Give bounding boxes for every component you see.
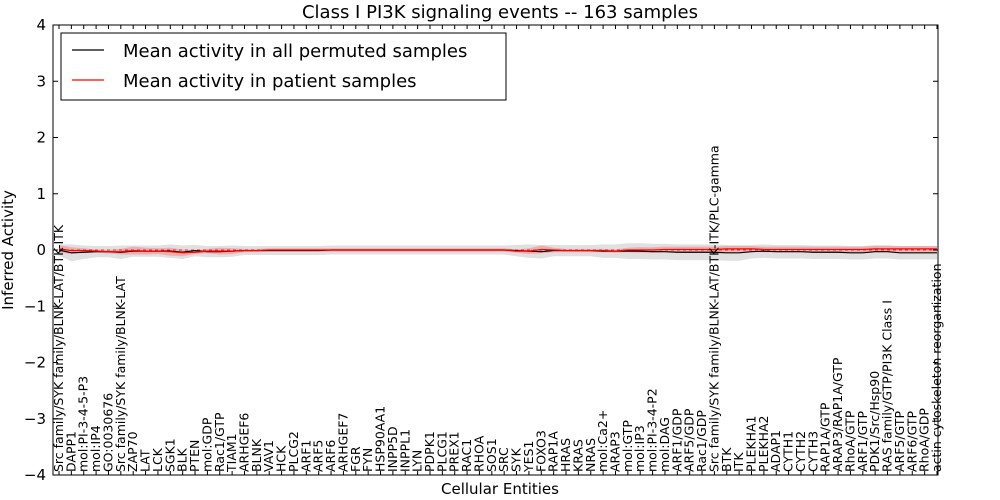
y-tick-label: 2	[36, 129, 46, 147]
category-label: PLCG1	[434, 431, 449, 472]
category-label: CYTH3	[805, 431, 820, 472]
y-tick-label: 4	[36, 16, 46, 34]
category-label: mol:Ca2+	[595, 410, 610, 472]
series-lines	[58, 248, 937, 254]
category-label: VAV1	[261, 440, 276, 472]
category-label: FOXO3	[533, 430, 548, 472]
category-label: RHOA	[471, 435, 486, 472]
category-label: SGK1	[162, 438, 177, 472]
category-label: YES1	[521, 441, 536, 473]
x-axis-label: Cellular Entities	[441, 480, 559, 498]
category-label: Src family/SYK family/BLNK-LAT/BTK-ITK	[51, 224, 66, 472]
category-label: mol:PI-3-4-P2	[645, 388, 660, 472]
y-tick-label: −1	[24, 297, 46, 315]
category-label: Rac1/GTP	[212, 412, 227, 472]
category-label: INPPL1	[397, 429, 412, 472]
category-label: RAP1A/GTP	[818, 402, 833, 472]
legend-label-patient: Mean activity in patient samples	[123, 71, 417, 92]
category-label: PLEKHA1	[744, 415, 759, 472]
category-label: GO:0030676	[100, 393, 115, 472]
category-label: ARF1/GTP	[855, 411, 870, 472]
category-label: FGR	[348, 446, 363, 472]
category-label: CYTH1	[781, 431, 796, 472]
category-label: ARAP3/RAP1A/GTP	[830, 357, 845, 472]
category-label: RAP1A	[546, 431, 561, 472]
category-label: LCK	[150, 447, 165, 472]
y-axis: −4 −3 −2 −1 0 1 2 3 4	[24, 16, 938, 484]
category-label: mol:IP4	[88, 425, 103, 472]
category-label: ARAP3	[607, 431, 622, 472]
category-label: PTEN	[187, 440, 202, 472]
category-label: mol:GDP	[199, 417, 214, 472]
category-label: BLK	[175, 447, 190, 472]
y-tick-label: −4	[24, 466, 46, 484]
category-label: BLNK	[249, 438, 264, 472]
category-label: HCK	[274, 445, 289, 472]
category-label: TIAM1	[224, 433, 239, 473]
category-label: LYN	[410, 450, 425, 472]
category-label: Src family/SYK family/BLNK-LAT/BTK-ITK/P…	[706, 145, 721, 472]
category-label: ARF5	[311, 440, 326, 472]
category-label: ADAP1	[768, 430, 783, 472]
category-label: mol:IP3	[632, 425, 647, 472]
category-label: mol:GTP	[620, 420, 635, 472]
category-label: KRAS	[570, 439, 585, 472]
legend: Mean activity in all permuted samples Me…	[60, 32, 507, 101]
chart-title: Class I PI3K signaling events -- 163 sam…	[302, 2, 698, 23]
category-label: ARF1	[298, 440, 313, 472]
y-tick-label: −2	[24, 354, 46, 372]
category-label: ARF5/GTP	[892, 411, 907, 472]
category-label: ARF6	[323, 440, 338, 472]
category-label: mol:DAG	[657, 417, 672, 472]
category-label: RhoA/GDP	[917, 408, 932, 472]
category-label: PDK1/Src/Hsp90	[867, 371, 882, 472]
category-label: INPP5D	[385, 426, 400, 472]
legend-box	[60, 32, 507, 101]
category-label: CYTH2	[793, 431, 808, 472]
category-label: PDPK1	[422, 431, 437, 472]
category-label: ITK	[731, 452, 746, 472]
category-label: PLCG2	[286, 431, 301, 472]
category-label: BTK	[719, 447, 734, 472]
category-label: HRAS	[558, 438, 573, 472]
y-axis-label: Inferred Activity	[0, 190, 17, 310]
category-label: ARF5/GDP	[682, 408, 697, 472]
y-tick-label: 0	[36, 241, 46, 259]
category-label: HSP90AA1	[373, 406, 388, 472]
y-tick-label: 1	[36, 185, 46, 203]
category-labels: Src family/SYK family/BLNK-LAT/BTK-ITKDA…	[51, 145, 944, 473]
category-label: ARHGEF6	[236, 413, 251, 472]
category-label: LAT	[138, 449, 153, 472]
category-label: RhoA/GTP	[842, 410, 857, 472]
category-label: ARF1/GDP	[669, 408, 684, 472]
line-patient	[58, 248, 937, 254]
category-label: SYK	[509, 447, 524, 472]
category-label: NRAS	[583, 438, 598, 472]
category-label: PLEKHA2	[756, 415, 771, 472]
category-label: mol:PI-3-4-5-P3	[76, 376, 91, 472]
category-label: RAC1	[459, 439, 474, 472]
category-label: ZAP70	[125, 431, 140, 472]
category-label: FYN	[360, 448, 375, 472]
y-tick-label: 3	[36, 72, 46, 90]
category-label: DAPP1	[63, 431, 78, 472]
legend-label-permuted: Mean activity in all permuted samples	[123, 41, 467, 62]
category-label: ARF6/GTP	[904, 411, 919, 472]
category-label: SRC	[496, 447, 511, 472]
x-axis	[58, 25, 938, 475]
category-label: RAS family/GTP/PI3K Class I	[880, 300, 895, 472]
category-label: actin cytoskeleton reorganization	[929, 263, 944, 472]
category-label: PREX1	[447, 431, 462, 472]
category-label: SOS1	[484, 438, 499, 472]
y-tick-label: −3	[24, 410, 46, 428]
category-label: Rac1/GDP	[694, 410, 709, 472]
category-label: Src family/SYK family/BLNK-LAT	[113, 276, 128, 472]
category-label: ARHGEF7	[335, 413, 350, 472]
